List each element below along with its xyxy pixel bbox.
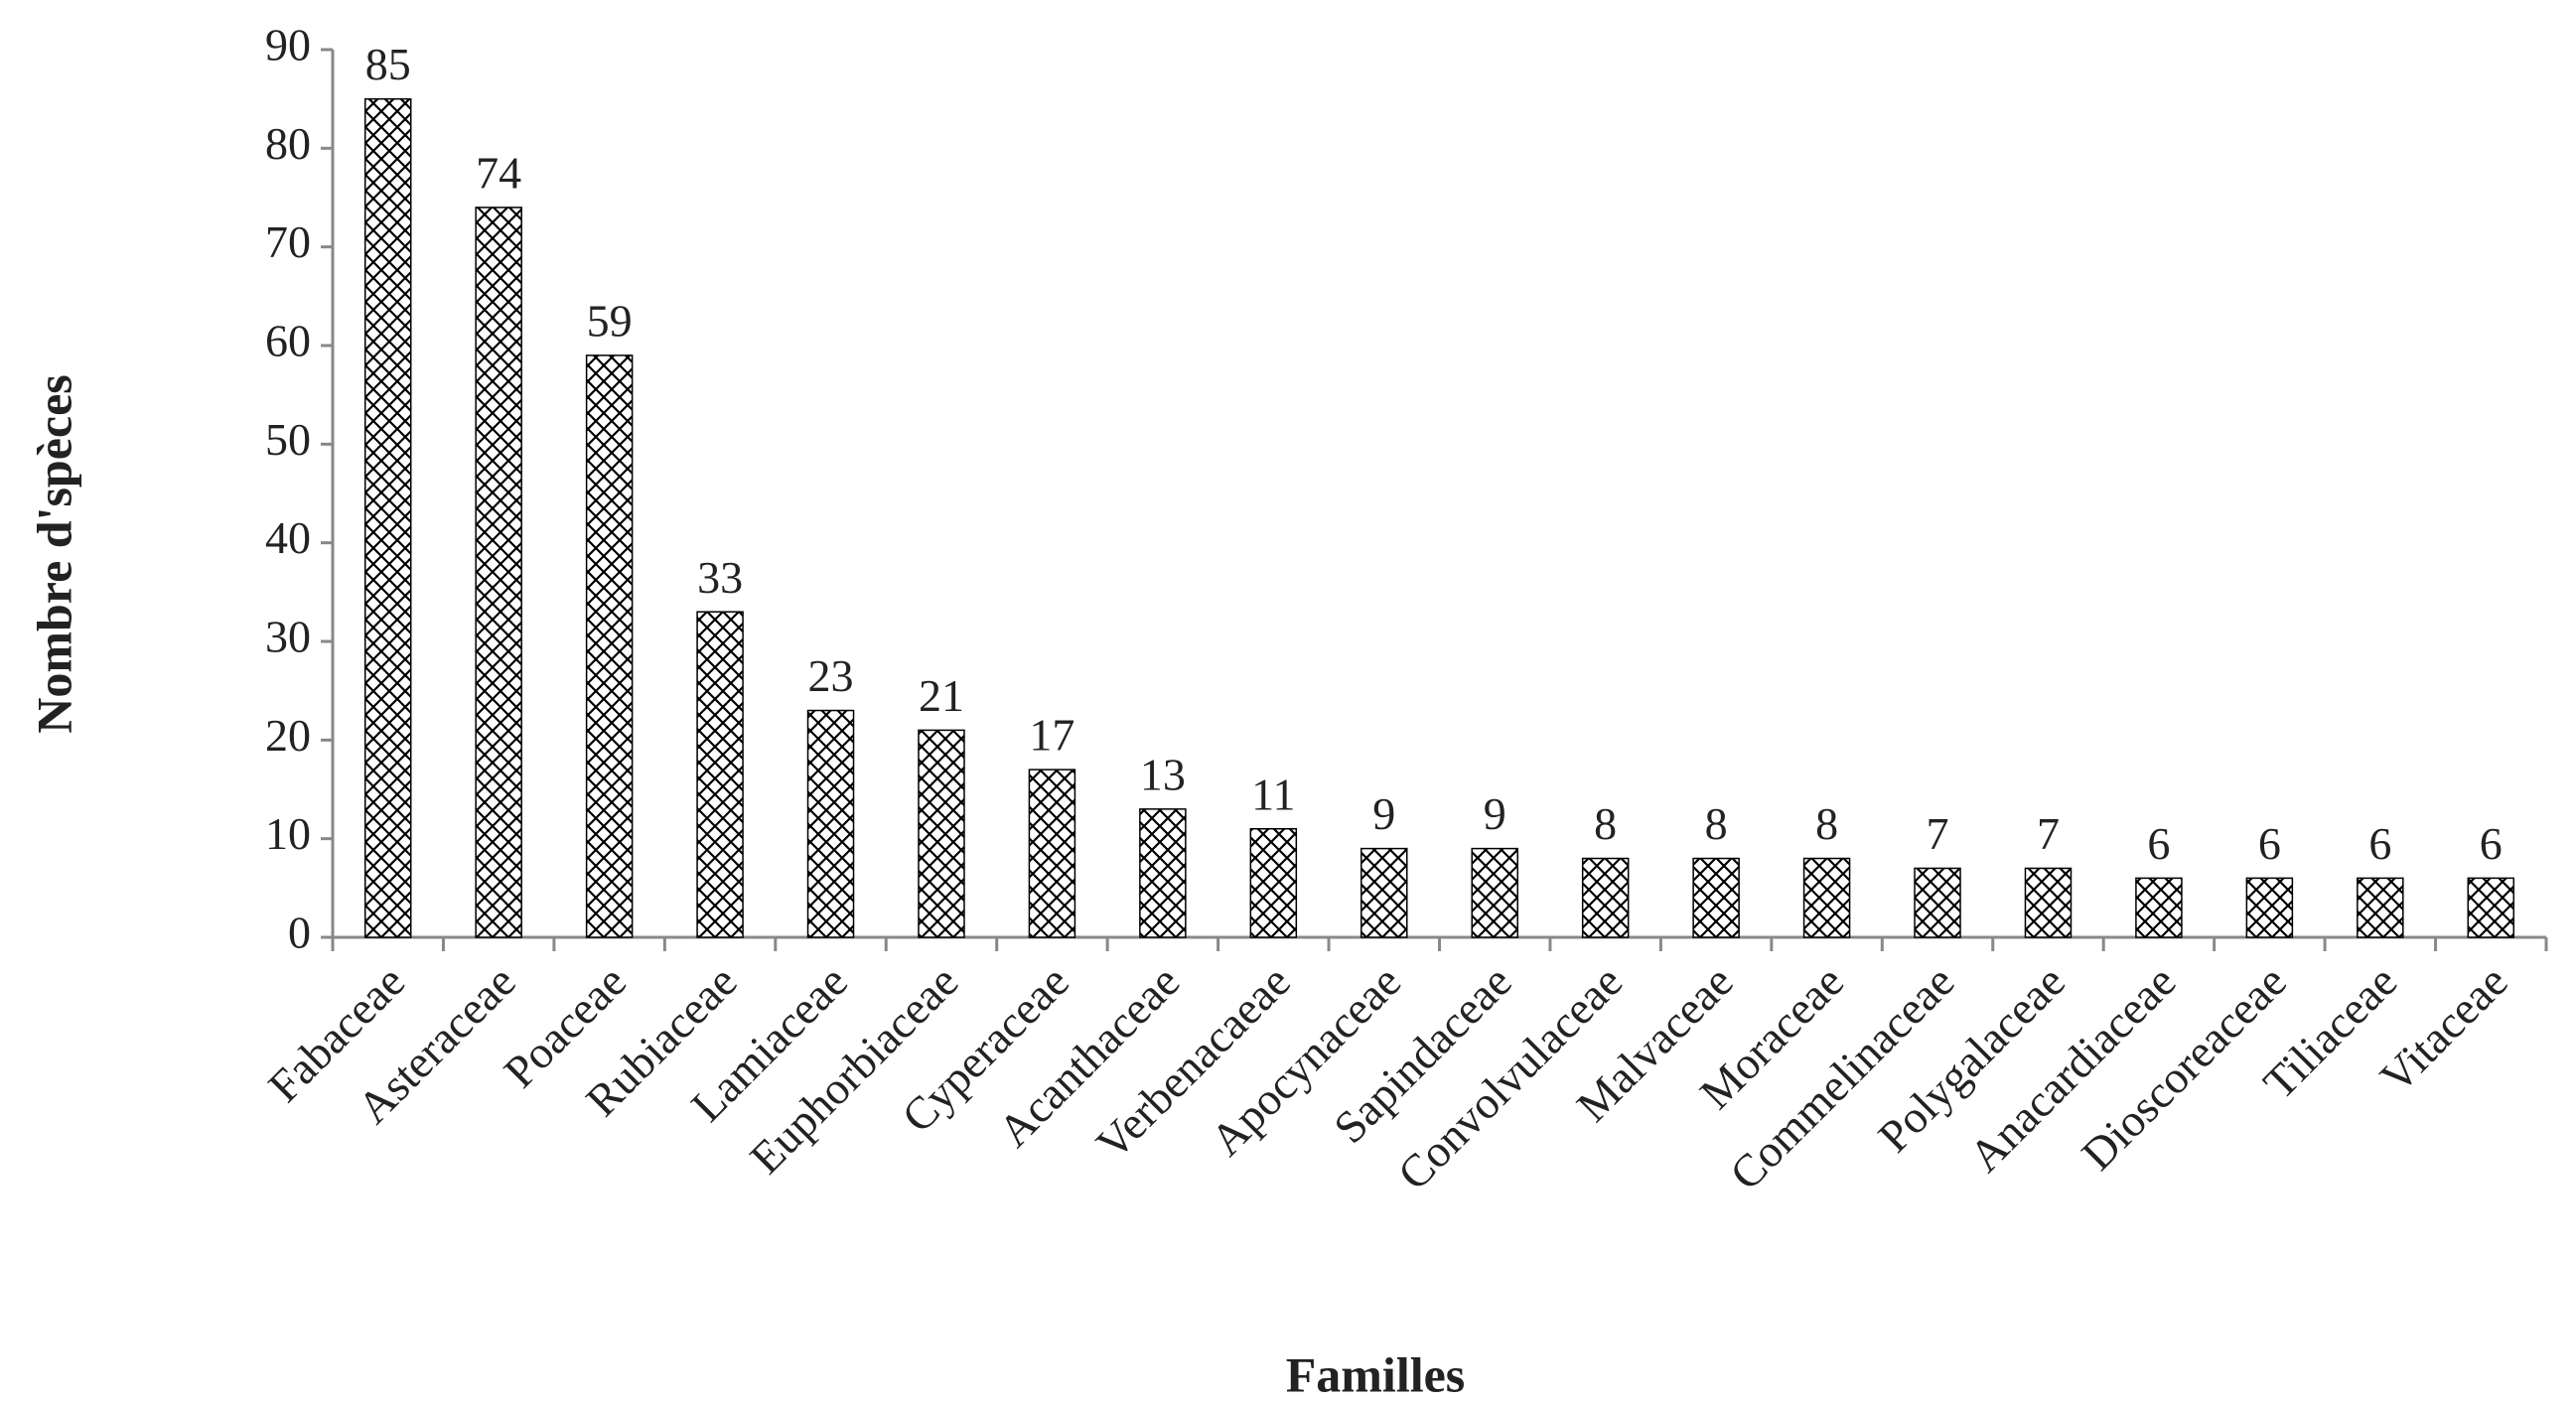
bar xyxy=(1914,867,1961,938)
y-tick-label: 70 xyxy=(265,216,311,267)
y-tick-label: 20 xyxy=(265,710,311,761)
data-label: 7 xyxy=(1927,808,1949,859)
data-label: 33 xyxy=(697,552,743,603)
data-label: 23 xyxy=(808,650,854,701)
y-tick-label: 10 xyxy=(265,808,311,859)
data-label: 8 xyxy=(1594,798,1617,849)
data-label: 59 xyxy=(587,295,633,346)
y-axis-title: Nombre d'spèces xyxy=(26,374,81,734)
data-label: 17 xyxy=(1029,710,1074,761)
bar xyxy=(2135,877,2183,938)
bar xyxy=(2024,867,2073,938)
data-label: 74 xyxy=(476,147,521,198)
data-label: 85 xyxy=(365,39,411,89)
bar xyxy=(1139,808,1187,938)
y-tick-label: 0 xyxy=(288,908,311,958)
y-tick-label: 40 xyxy=(265,512,311,563)
bar xyxy=(1581,857,1630,938)
data-label: 7 xyxy=(2037,808,2060,859)
data-label: 9 xyxy=(1484,788,1506,839)
data-label: 9 xyxy=(1372,788,1395,839)
bar xyxy=(696,611,744,938)
data-label: 13 xyxy=(1140,749,1186,799)
bar xyxy=(1360,847,1408,938)
y-tick-label: 80 xyxy=(265,118,311,169)
data-label: 8 xyxy=(1705,798,1728,849)
y-tick-label: 90 xyxy=(265,20,311,70)
bar xyxy=(806,709,855,938)
data-label: 21 xyxy=(919,670,964,721)
data-label: 6 xyxy=(2480,818,2503,869)
data-label: 6 xyxy=(2258,818,2281,869)
data-label: 6 xyxy=(2147,818,2170,869)
bar xyxy=(585,354,634,938)
bar xyxy=(363,97,412,938)
bar xyxy=(1249,827,1298,938)
y-tick-label: 50 xyxy=(265,414,311,465)
bar xyxy=(475,207,522,938)
y-tick-label: 30 xyxy=(265,612,311,662)
bar xyxy=(1802,857,1851,938)
data-label: 8 xyxy=(1815,798,1838,849)
bar xyxy=(1028,769,1076,938)
data-label: 11 xyxy=(1251,769,1295,819)
bar xyxy=(1692,857,1740,938)
data-label: 6 xyxy=(2368,818,2391,869)
x-axis-title: Familles xyxy=(1286,1346,1466,1402)
bar xyxy=(918,729,965,938)
y-tick-label: 60 xyxy=(265,316,311,366)
bar xyxy=(1471,847,1518,938)
bar xyxy=(2357,877,2404,938)
bar xyxy=(2467,877,2515,938)
bar xyxy=(2245,877,2294,938)
